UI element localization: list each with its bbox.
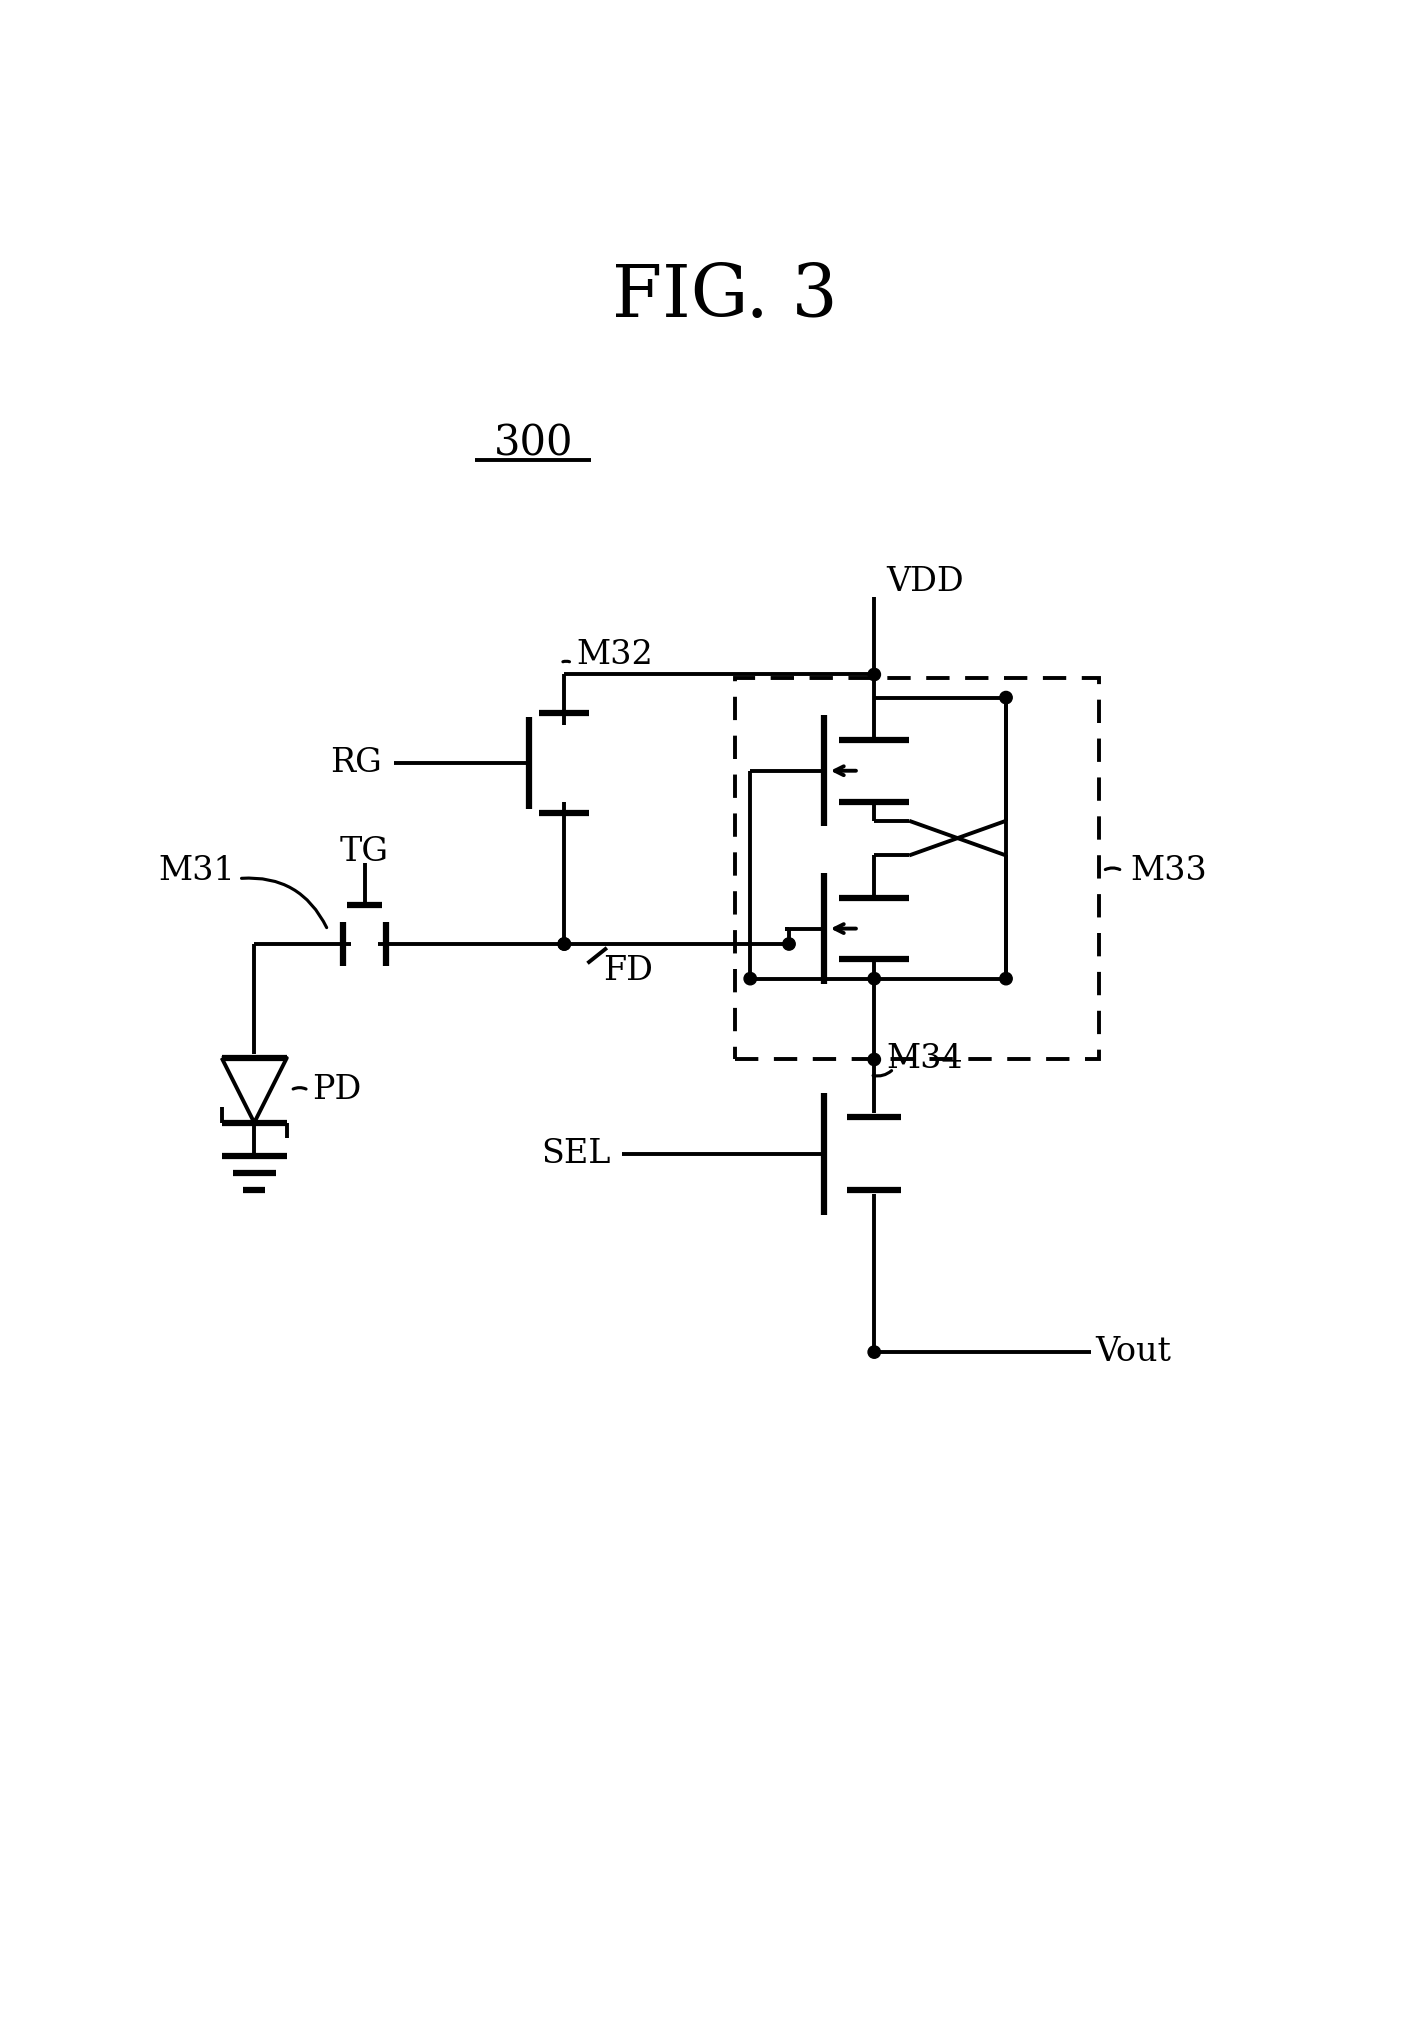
Circle shape: [1000, 972, 1012, 984]
Circle shape: [868, 1346, 881, 1358]
Text: FIG. 3: FIG. 3: [612, 263, 837, 333]
Text: Vout: Vout: [1094, 1336, 1171, 1368]
Text: SEL: SEL: [542, 1138, 611, 1170]
Circle shape: [744, 972, 756, 984]
Text: TG: TG: [339, 835, 389, 867]
Text: RG: RG: [331, 748, 382, 778]
Circle shape: [559, 938, 570, 950]
Text: M34: M34: [887, 1043, 963, 1075]
Text: M33: M33: [1130, 855, 1206, 887]
Text: 300: 300: [493, 422, 573, 465]
Bar: [735, 679, 1099, 1059]
Circle shape: [1000, 691, 1012, 703]
Circle shape: [783, 938, 795, 950]
Text: M31: M31: [158, 855, 235, 887]
Text: M32: M32: [575, 639, 653, 671]
Circle shape: [868, 1053, 881, 1065]
Circle shape: [559, 938, 570, 950]
Text: PD: PD: [312, 1075, 362, 1105]
Text: VDD: VDD: [887, 566, 963, 598]
Circle shape: [868, 972, 881, 984]
Text: FD: FD: [602, 956, 653, 986]
Circle shape: [868, 669, 881, 681]
